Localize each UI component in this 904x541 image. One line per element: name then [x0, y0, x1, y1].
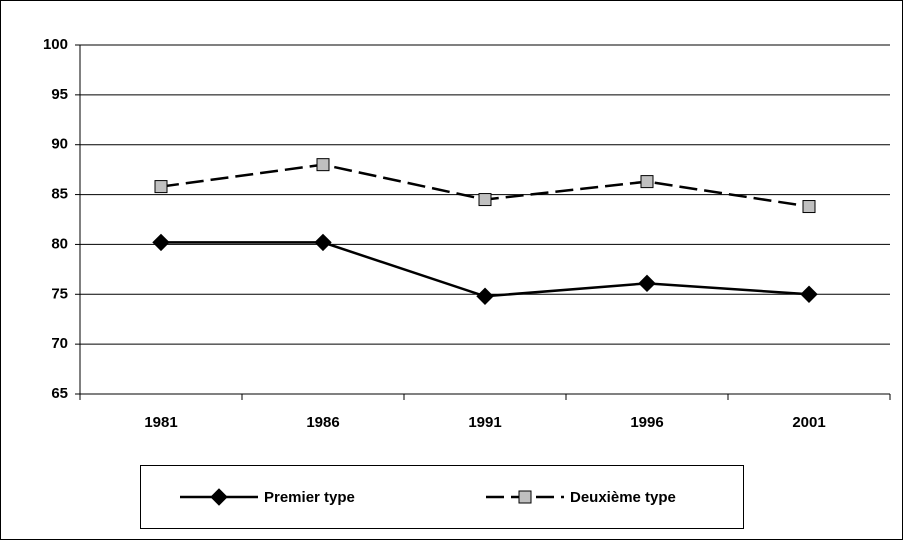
x-tick-label: 1986	[306, 414, 339, 431]
legend-marker	[518, 490, 532, 504]
marker	[314, 233, 332, 252]
legend-label: Premier type	[264, 489, 355, 506]
y-tick-label: 70	[51, 335, 68, 352]
x-tick-label: 1981	[144, 414, 177, 431]
marker	[152, 233, 170, 252]
y-tick-label: 95	[51, 86, 68, 103]
x-tick-label: 1991	[468, 414, 501, 431]
marker	[802, 200, 816, 214]
y-tick-label: 65	[51, 385, 68, 402]
legend-marker	[210, 488, 228, 506]
y-tick-label: 85	[51, 186, 68, 203]
marker	[154, 180, 168, 194]
marker	[640, 175, 654, 189]
legend-label: Deuxième type	[570, 489, 676, 506]
y-tick-label: 90	[51, 136, 68, 153]
y-tick-label: 75	[51, 285, 68, 302]
marker	[476, 287, 494, 305]
x-tick-label: 1996	[630, 414, 663, 431]
marker	[316, 158, 330, 172]
marker	[638, 274, 656, 293]
y-tick-label: 80	[51, 235, 68, 252]
marker	[478, 193, 492, 207]
y-tick-label: 100	[43, 36, 68, 53]
marker	[800, 285, 818, 303]
x-tick-label: 2001	[792, 414, 825, 431]
